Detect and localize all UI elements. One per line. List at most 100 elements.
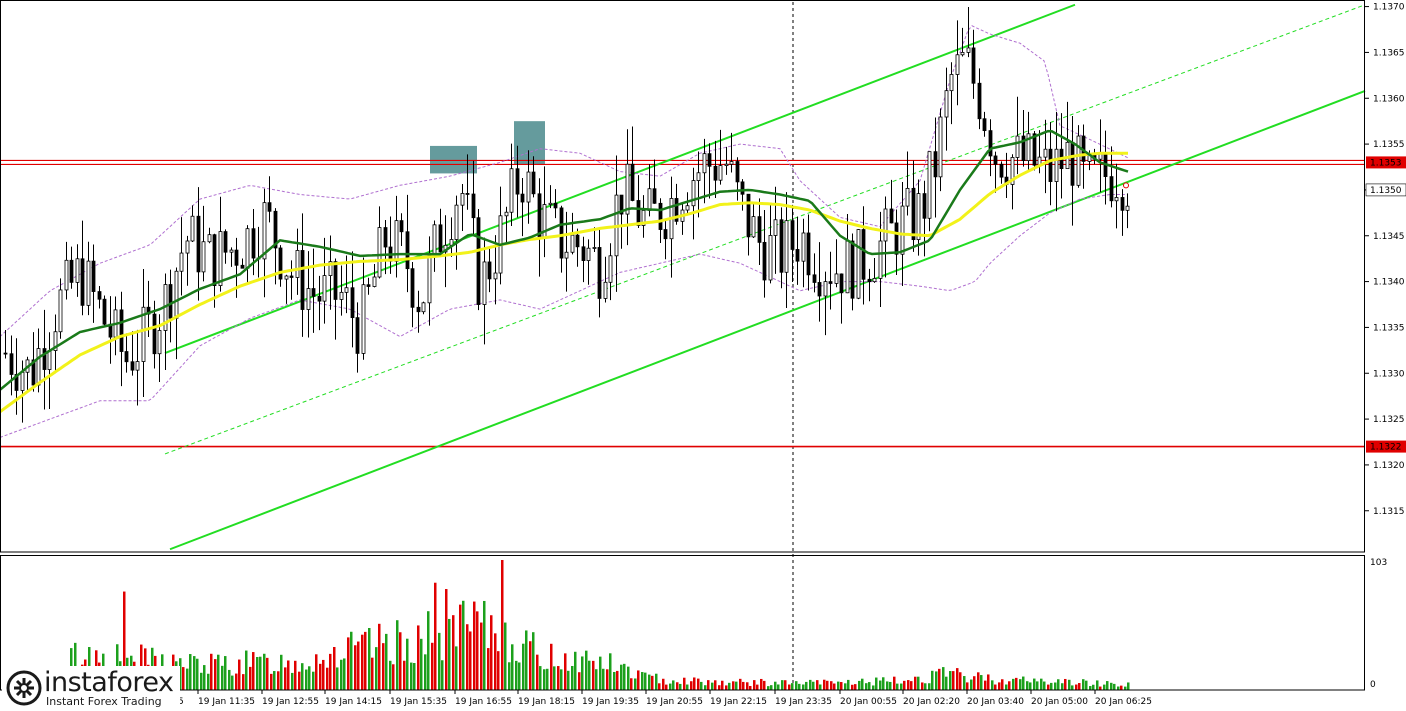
candle-body [850,240,855,299]
volume-bar [1127,682,1130,690]
volume-bar [343,658,346,690]
candle-body [135,361,140,371]
candle-body [223,231,228,253]
candle-body [355,317,360,354]
volume-bar [483,600,486,690]
volume-bar [994,684,997,690]
volume-bar [245,650,248,690]
volume-bar [690,681,693,690]
candle-body [487,261,492,280]
time-label: 19 Jan 23:35 [775,697,832,707]
candle-body [729,161,734,165]
candle-body [784,220,789,273]
volume-bar [1029,682,1032,690]
volume-bar [711,682,714,690]
candle-body [707,153,712,167]
candle-body [1021,135,1026,162]
volume-bar [123,591,126,690]
candle-body [740,181,745,195]
candle-body [542,204,547,240]
volume-bar [823,679,826,690]
volume-bar [203,665,206,690]
volume-bar [550,643,553,690]
candle-body [438,224,443,253]
volume-bar [462,600,465,690]
volume-bar [669,683,672,690]
volume-bar [760,678,763,690]
volume-bar [1040,678,1043,690]
volume-bar [336,667,339,690]
volume-bar [812,681,815,690]
volume-bar [459,604,462,690]
volume-bar [728,682,731,690]
volume-bar [308,666,311,690]
volume-bar [819,684,822,690]
volume-bar [298,671,301,690]
candle-body [1026,133,1031,162]
candle-body [559,207,564,259]
candle-body [168,284,173,319]
volume-bar [809,679,812,690]
volume-bar [235,673,238,690]
volume-bar [501,560,504,690]
volume-bar [840,682,843,690]
volume-bar [1071,685,1074,690]
volume-bar [735,681,738,690]
volume-bar [179,658,182,690]
volume-bar [788,684,791,690]
volume-bar [1096,680,1099,690]
candle-body [58,289,63,333]
signal-box-2 [514,121,545,165]
candle-body [377,227,382,278]
candle-body [504,211,509,217]
candle-body [366,284,371,287]
last-price-marker [1123,182,1129,189]
volume-bar [431,642,434,690]
volume-bar [637,670,640,690]
volume-bar [441,660,444,690]
volume-bar [189,654,192,690]
volume-bar [448,618,451,690]
candle-body [845,240,850,294]
candle-body [383,227,388,248]
volume-bar [658,683,661,690]
volume-bar [956,668,959,690]
candle-body [229,249,234,253]
volume-bar [357,641,360,690]
volume-bar [1015,677,1018,690]
candle-body [328,261,333,276]
volume-bar [280,654,283,690]
candle-body [295,250,300,278]
candle-body [3,352,8,355]
candle-body [42,348,47,370]
candle-body [652,188,657,204]
volume-bar [399,632,402,690]
volume-bar [182,667,185,690]
volume-bar [270,673,273,690]
volume-bar [546,668,549,690]
candle-body [674,198,679,222]
candle-body [493,272,498,280]
candle-body [124,351,129,363]
volume-bar [1022,676,1025,690]
volume-bar [928,683,931,690]
volume-bar [973,676,976,690]
volume-bar [361,634,364,690]
candle-body [625,163,630,215]
volume-bar [224,656,227,690]
ma-fast-line [0,129,1129,391]
candle-body [823,281,828,297]
volume-bar [1008,681,1011,690]
candle-body [900,205,905,255]
candle-body [795,249,800,262]
volume-bar [364,631,367,690]
volume-bar [700,681,703,690]
time-label: 19 Jan 14:15 [325,697,382,707]
volume-bar [623,663,626,690]
candle-body [548,202,553,205]
volume-bar [630,678,633,690]
volume-bar [1082,679,1085,690]
candle-body [955,54,960,75]
volume-bar [1043,681,1046,690]
